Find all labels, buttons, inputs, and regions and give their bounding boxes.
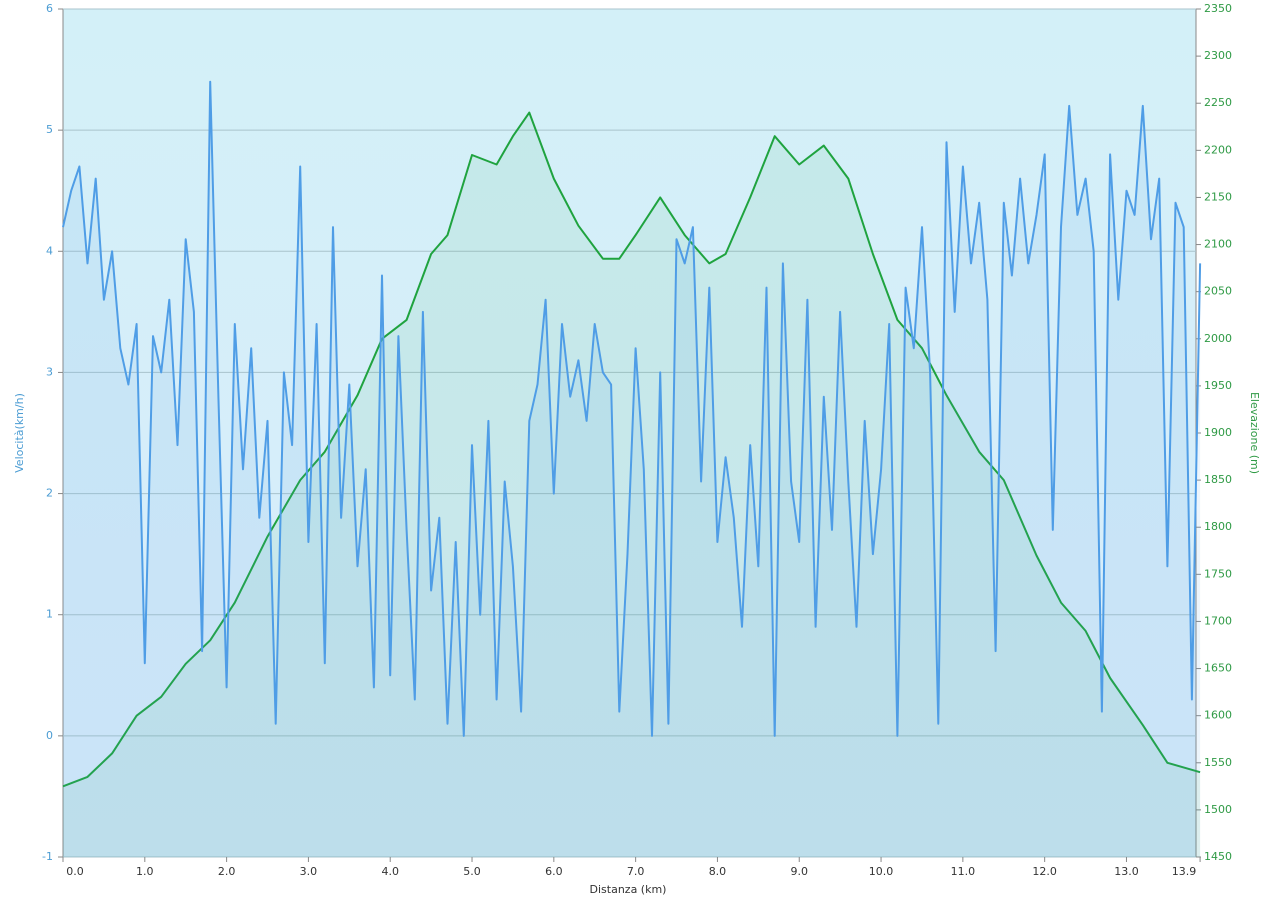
y2-tick-label: 2150 — [1204, 190, 1232, 203]
x-tick-label: 10.0 — [869, 865, 894, 878]
y-tick-label: -1 — [42, 850, 53, 863]
x-tick-label: 6.0 — [545, 865, 563, 878]
x-tick-label: 5.0 — [463, 865, 481, 878]
y-tick-label: 3 — [46, 365, 53, 378]
y-axis-title: Velocità(km/h) — [13, 393, 26, 473]
y-tick-label: 0 — [46, 729, 53, 742]
y2-tick-label: 1850 — [1204, 473, 1232, 486]
x-tick-label: 2.0 — [218, 865, 236, 878]
y2-tick-label: 2200 — [1204, 143, 1232, 156]
elevation-line — [62, 111, 1201, 788]
y2-tick-label: 2050 — [1204, 285, 1232, 298]
y2-tick-label: 2100 — [1204, 238, 1232, 251]
x-tick-label: 4.0 — [381, 865, 399, 878]
y-tick-label: 5 — [46, 123, 53, 136]
x-tick-label: 11.0 — [951, 865, 976, 878]
x-tick-label: 9.0 — [790, 865, 808, 878]
x-tick-label: 0.0 — [66, 865, 84, 878]
x-axis-title: Distanza (km) — [590, 883, 667, 896]
y2-tick-label: 1450 — [1204, 850, 1232, 863]
y2-tick-label: 2300 — [1204, 49, 1232, 62]
x-tick-label: 12.0 — [1032, 865, 1057, 878]
y-tick-label: 1 — [46, 608, 53, 621]
y-tick-label: 2 — [46, 487, 53, 500]
y2-tick-label: 1700 — [1204, 614, 1232, 627]
x-tick-label: 8.0 — [709, 865, 727, 878]
y2-axis-title: Elevazione (m) — [1248, 392, 1261, 474]
y2-tick-label: 1550 — [1204, 756, 1232, 769]
y2-tick-label: 1500 — [1204, 803, 1232, 816]
y2-tick-label: 2250 — [1204, 96, 1232, 109]
y2-tick-label: 1950 — [1204, 379, 1232, 392]
x-tick-label: 3.0 — [300, 865, 318, 878]
x-tick-label: 7.0 — [627, 865, 645, 878]
y2-tick-label: 1650 — [1204, 662, 1232, 675]
area-fill — [63, 112, 1201, 858]
speed-line — [62, 80, 1202, 737]
plot-area — [62, 8, 1197, 858]
y2-tick-label: 1600 — [1204, 709, 1232, 722]
y2-tick-label: 1800 — [1204, 520, 1232, 533]
y2-tick-label: 2350 — [1204, 2, 1232, 15]
x-tick-label: 13.0 — [1114, 865, 1139, 878]
x-tick-label: 1.0 — [136, 865, 154, 878]
y-tick-label: 6 — [46, 2, 53, 15]
y2-tick-label: 1900 — [1204, 426, 1232, 439]
y-tick-label: 4 — [46, 244, 53, 257]
y2-tick-label: 2000 — [1204, 332, 1232, 345]
y2-tick-label: 1750 — [1204, 567, 1232, 580]
x-tick-label: 13.9 — [1172, 865, 1197, 878]
